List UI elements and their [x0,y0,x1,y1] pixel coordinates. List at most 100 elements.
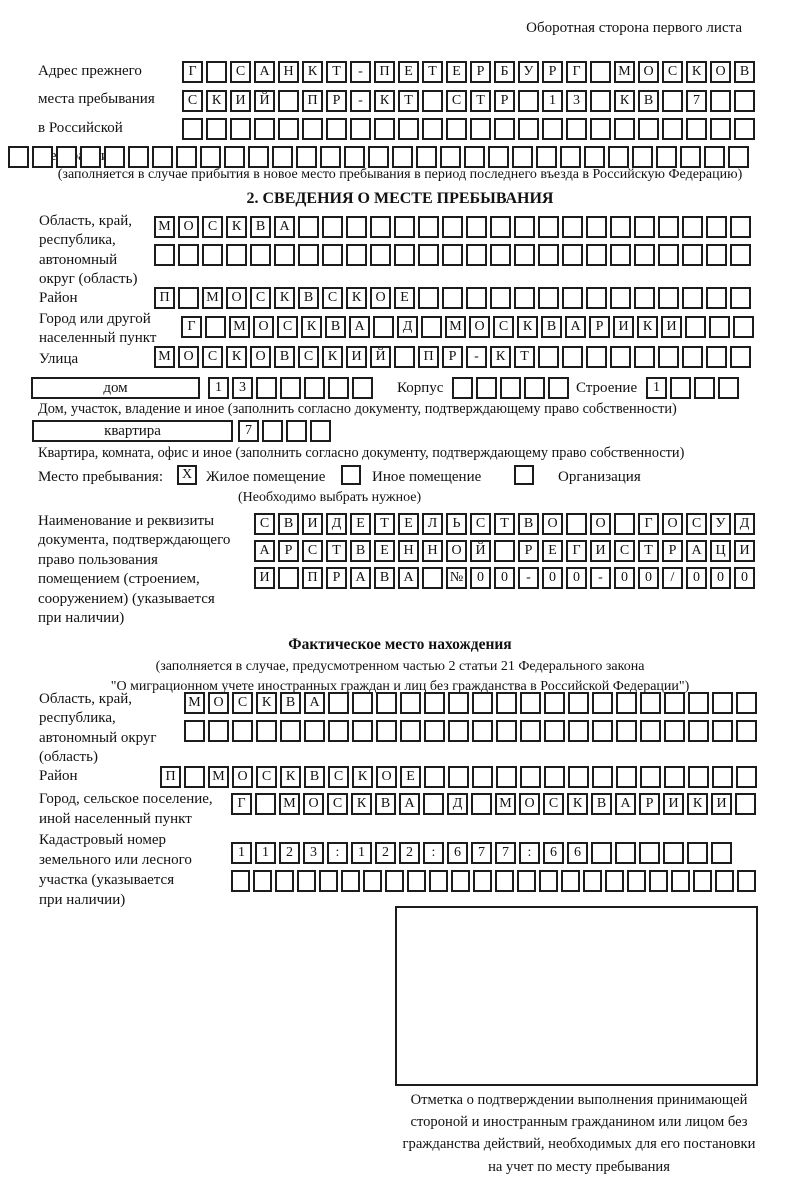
char-cell[interactable]: В [374,567,395,589]
char-cell[interactable]: М [202,287,223,309]
char-cell[interactable]: О [376,766,397,788]
char-cell[interactable] [664,720,685,742]
char-cell[interactable]: С [686,513,707,535]
char-cell[interactable] [418,287,439,309]
char-cell[interactable]: О [253,316,274,338]
char-cell[interactable] [728,146,749,168]
char-cell[interactable] [640,766,661,788]
char-cell[interactable] [634,244,655,266]
char-cell[interactable]: Т [398,90,419,112]
char-cell[interactable] [248,146,269,168]
char-cell[interactable]: В [638,90,659,112]
char-cell[interactable] [346,244,367,266]
char-cell[interactable] [184,720,205,742]
char-cell[interactable] [586,287,607,309]
char-cell[interactable]: К [490,346,511,368]
char-cell[interactable] [715,870,734,892]
char-cell[interactable] [496,766,517,788]
char-cell[interactable]: О [178,216,199,238]
char-cell[interactable] [682,216,703,238]
char-cell[interactable] [490,216,511,238]
char-cell[interactable] [517,870,536,892]
char-cell[interactable] [231,870,250,892]
char-cell[interactable] [710,90,731,112]
char-cell[interactable]: М [184,692,205,714]
char-cell[interactable]: Е [446,61,467,83]
char-cell[interactable] [710,118,731,140]
char-cell[interactable] [632,146,653,168]
char-cell[interactable]: К [567,793,588,815]
char-cell[interactable]: 0 [494,567,515,589]
char-cell[interactable] [627,870,646,892]
char-cell[interactable] [394,216,415,238]
char-cell[interactable]: 2 [375,842,396,864]
char-cell[interactable]: К [352,766,373,788]
char-cell[interactable]: 0 [710,567,731,589]
char-cell[interactable] [446,118,467,140]
char-cell[interactable] [616,766,637,788]
char-cell[interactable] [590,118,611,140]
char-cell[interactable] [424,720,445,742]
char-cell[interactable] [548,377,569,399]
char-cell[interactable] [286,420,307,442]
char-cell[interactable] [373,316,394,338]
char-cell[interactable]: В [541,316,562,338]
char-cell[interactable] [590,61,611,83]
char-cell[interactable] [512,146,533,168]
char-cell[interactable] [262,420,283,442]
char-cell[interactable] [670,377,691,399]
char-cell[interactable] [712,720,733,742]
char-cell[interactable]: А [399,793,420,815]
char-cell[interactable]: 6 [567,842,588,864]
char-cell[interactable] [297,870,316,892]
char-cell[interactable]: - [518,567,539,589]
char-cell[interactable]: О [710,61,731,83]
char-cell[interactable]: 0 [614,567,635,589]
char-cell[interactable] [562,244,583,266]
char-cell[interactable]: К [614,90,635,112]
char-cell[interactable]: И [302,513,323,535]
char-cell[interactable]: А [565,316,586,338]
char-cell[interactable]: К [322,346,343,368]
char-cell[interactable]: С [614,540,635,562]
char-cell[interactable] [328,720,349,742]
char-cell[interactable] [280,377,301,399]
char-cell[interactable] [278,118,299,140]
char-cell[interactable]: - [590,567,611,589]
char-cell[interactable]: И [346,346,367,368]
char-cell[interactable] [296,146,317,168]
char-cell[interactable]: М [154,216,175,238]
char-cell[interactable]: К [346,287,367,309]
char-cell[interactable] [418,216,439,238]
char-cell[interactable]: Г [181,316,202,338]
char-cell[interactable] [649,870,668,892]
char-cell[interactable] [538,346,559,368]
char-cell[interactable] [442,216,463,238]
char-cell[interactable] [466,216,487,238]
char-cell[interactable] [693,870,712,892]
char-cell[interactable] [520,692,541,714]
char-cell[interactable] [278,90,299,112]
char-cell[interactable] [176,146,197,168]
char-cell[interactable]: Т [514,346,535,368]
char-cell[interactable] [539,870,558,892]
char-cell[interactable] [374,118,395,140]
char-cell[interactable] [310,420,331,442]
char-cell[interactable]: В [734,61,755,83]
char-cell[interactable]: 0 [566,567,587,589]
char-cell[interactable]: С [202,216,223,238]
char-cell[interactable] [464,146,485,168]
char-cell[interactable] [662,118,683,140]
char-cell[interactable]: 7 [471,842,492,864]
char-cell[interactable] [494,540,515,562]
char-cell[interactable] [688,766,709,788]
char-cell[interactable]: 3 [303,842,324,864]
char-cell[interactable] [520,766,541,788]
char-cell[interactable]: № [446,567,467,589]
char-cell[interactable]: К [517,316,538,338]
char-cell[interactable] [466,287,487,309]
char-cell[interactable] [322,216,343,238]
char-cell[interactable] [452,377,473,399]
char-cell[interactable] [422,567,443,589]
char-cell[interactable]: 1 [208,377,229,399]
